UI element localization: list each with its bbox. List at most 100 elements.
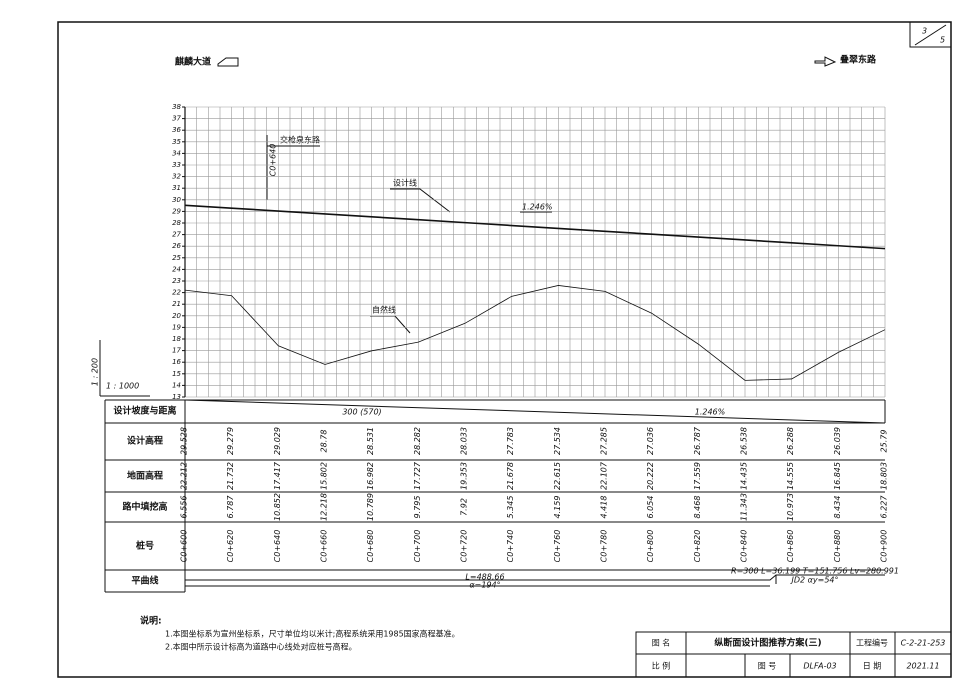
road-right: 叠翠东路 [840, 54, 877, 66]
fill-height: 6.054 [646, 496, 655, 519]
design-line-label: 设计线 [393, 178, 417, 188]
fill-height: 4.159 [553, 496, 562, 519]
y-tick-label: 20 [172, 312, 181, 320]
tb-label: 图 号 [758, 662, 777, 671]
station: C0+880 [833, 530, 842, 563]
fill-height: 6.787 [226, 495, 235, 519]
design-elevation: 27.783 [506, 427, 515, 455]
table-grade: 1.246% [695, 408, 726, 417]
y-tick-label: 27 [172, 231, 181, 239]
scale-horizontal: 1 : 1000 [106, 382, 139, 391]
design-elevation: 26.787 [693, 426, 702, 455]
row-label: 设计坡度与距离 [113, 405, 176, 417]
row-label: 桩号 [136, 540, 154, 552]
ground-elevation: 19.353 [460, 462, 469, 490]
table-frame [104, 399, 886, 593]
ground-elevation: 14.435 [740, 462, 749, 490]
sheet-box [909, 22, 951, 48]
y-tick-label: 32 [172, 173, 181, 181]
arrow-left [217, 57, 239, 67]
y-tick-label: 28 [172, 219, 181, 227]
tb-label: 日 期 [863, 662, 882, 671]
tb-name: 纵断面设计图推荐方案(三) [714, 637, 821, 649]
y-tick-label: 13 [172, 393, 181, 401]
station: C0+800 [646, 530, 655, 563]
grid-vertical [184, 107, 886, 397]
design-elevation: 26.039 [833, 427, 842, 455]
y-tick-label: 34 [172, 149, 181, 157]
station: C0+900 [880, 530, 889, 563]
ground-elevation: 14.555 [786, 462, 795, 490]
fill-height: 5.345 [506, 496, 515, 519]
sheet-page: 3 [922, 27, 927, 36]
fill-height: 4.418 [600, 496, 609, 519]
ground-elevation: 22.107 [600, 461, 609, 490]
row-label: 路中填挖高 [122, 501, 167, 513]
y-tick-label: 37 [172, 115, 181, 123]
ground-elevation: 18.803 [880, 462, 889, 490]
y-tick-label: 22 [172, 289, 181, 297]
station: C0+820 [693, 530, 702, 563]
design-elevation: 29.279 [226, 427, 235, 455]
ground-elevation: 16.982 [366, 462, 375, 490]
y-tick-label: 26 [172, 242, 181, 250]
row-label: 地面高程 [127, 470, 163, 482]
ground-elevation: 16.845 [833, 462, 842, 490]
leader [390, 188, 451, 213]
fill-height: 8.434 [833, 496, 842, 519]
fill-height: 6.556 [180, 496, 189, 519]
design-elevation: 26.538 [740, 427, 749, 455]
curve-angle: α=194° [469, 581, 500, 590]
tb-date: 2021.11 [906, 662, 939, 671]
curve-params: R=300 L=36.199 T=151.756 Lv=280.991 [731, 567, 899, 576]
ground-elevation: 17.559 [693, 462, 702, 490]
station: C0+860 [786, 530, 795, 563]
tb-label: 工程编号 [856, 638, 888, 648]
design-elevation: 28.531 [366, 427, 375, 455]
curve-length: L=488.66 [465, 573, 504, 582]
y-tick-label: 33 [172, 161, 181, 169]
design-elevation: 27.534 [553, 427, 562, 455]
ground-elevation: 20.222 [646, 462, 655, 490]
design-elevation: 28.033 [460, 427, 469, 455]
design-elevation: 27.285 [600, 427, 609, 455]
station: C0+640 [273, 530, 282, 563]
ground-elevation: 21.678 [506, 462, 515, 490]
ground-elevation: 22.615 [553, 462, 562, 490]
border [57, 21, 952, 678]
note: 2.本图中所示设计标高为道路中心线处对应桩号高程。 [165, 642, 357, 652]
arrow-right [814, 56, 837, 67]
leader [370, 315, 411, 334]
tb-number: DLFA-03 [803, 662, 836, 671]
fill-height: 11.343 [740, 493, 749, 521]
note: 1.本图坐标系为宣州坐标系，尺寸单位均以米计;高程系统采用1985国家高程基准。 [165, 629, 460, 639]
fill-height: 12.218 [320, 493, 329, 521]
fill-height: 8.468 [693, 496, 702, 519]
fill-height: 10.852 [273, 493, 282, 521]
row-label: 设计高程 [127, 435, 163, 447]
y-tick-label: 30 [172, 196, 181, 204]
y-tick-label: 23 [172, 277, 181, 285]
y-tick-label: 31 [172, 184, 181, 192]
ground-elevation: 22.212 [180, 462, 189, 490]
y-tick-label: 14 [172, 381, 181, 389]
y-tick-label: 29 [172, 207, 181, 215]
tb-label: 图 名 [652, 638, 671, 648]
y-tick-label: 16 [172, 358, 181, 366]
design-line [184, 204, 886, 250]
ground-elevation: 21.732 [226, 462, 235, 490]
fill-height: 10.789 [366, 493, 375, 521]
cross-station: C0+640 [269, 144, 278, 177]
y-tick-label: 35 [172, 138, 181, 146]
title-block [635, 631, 952, 678]
design-elevation: 26.288 [786, 427, 795, 455]
y-tick-label: 36 [172, 126, 181, 134]
y-tick-label: 25 [172, 254, 181, 262]
y-tick-label: 15 [172, 370, 181, 378]
station: C0+680 [366, 530, 375, 563]
notes-heading: 说明: [140, 615, 162, 627]
station: C0+720 [460, 530, 469, 563]
sheet-divider [914, 24, 947, 46]
station: C0+660 [320, 530, 329, 563]
